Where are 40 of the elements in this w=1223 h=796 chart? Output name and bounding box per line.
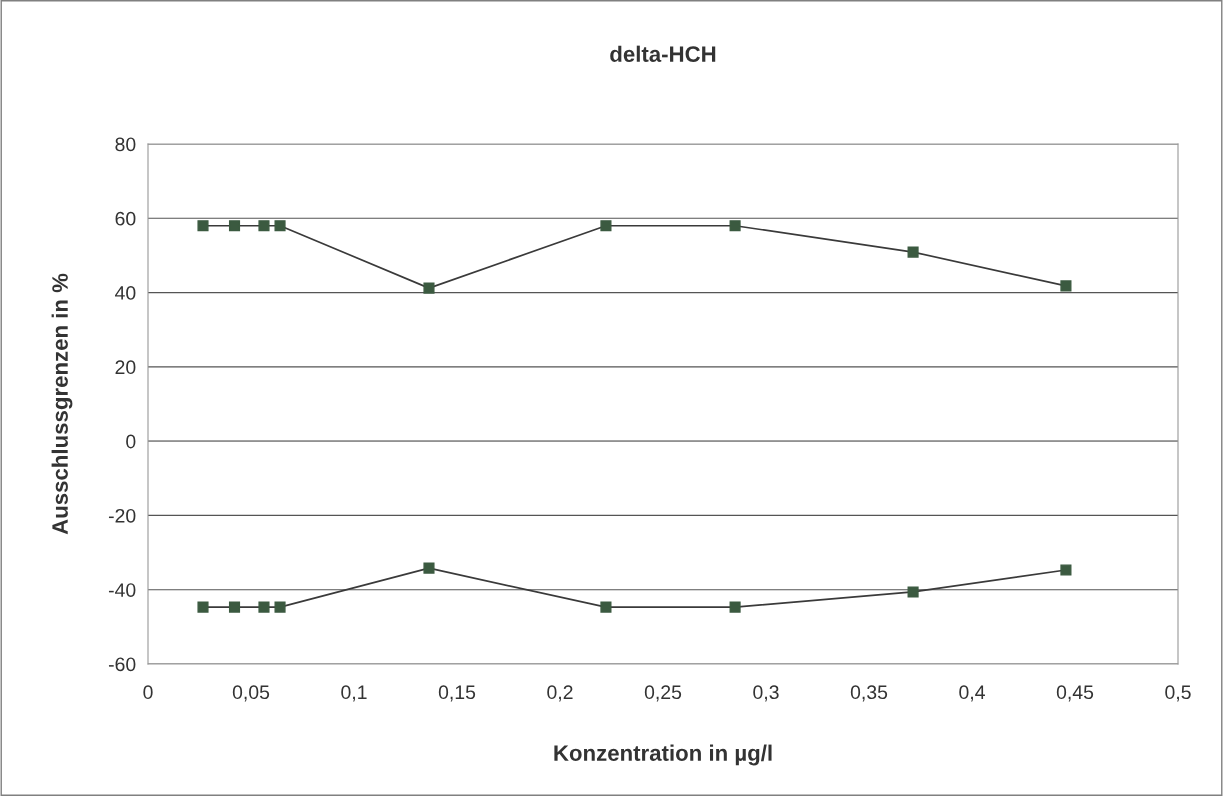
point [600, 601, 612, 613]
point [197, 601, 209, 613]
y-tick-label: -60 [108, 657, 136, 672]
y-tick-label: -20 [108, 508, 136, 523]
point [729, 601, 741, 613]
x-tick-label: 0 [143, 685, 153, 700]
point [600, 220, 612, 232]
point [258, 220, 270, 232]
y-tick-label: 80 [115, 137, 136, 152]
y-tick-label: 40 [115, 286, 136, 300]
point [907, 586, 919, 598]
point [258, 601, 270, 613]
point [274, 601, 286, 613]
x-tick-label: 0,05 [232, 685, 270, 702]
x-tick-label: 0,4 [959, 685, 985, 702]
y-tick-label: -40 [108, 583, 136, 597]
x-tick-label: 0,2 [547, 685, 573, 702]
x-tick-label: 0,15 [438, 685, 476, 702]
point [228, 601, 241, 613]
point [1060, 280, 1072, 292]
y-tick-label: 20 [115, 360, 136, 375]
point [1060, 564, 1072, 576]
chart-title: delta-HCH [610, 45, 716, 62]
point [729, 220, 741, 232]
x-axis-title: Konzentration in µg/l [554, 744, 772, 766]
point [423, 282, 435, 294]
x-tick-label: 0,3 [753, 685, 779, 702]
x-tick-label: 0,5 [1165, 685, 1191, 702]
point [907, 246, 919, 258]
y-axis-title: Ausschlussgrenzen in % [51, 273, 73, 535]
x-tick-label: 0,1 [341, 685, 367, 702]
point [274, 220, 286, 232]
x-tick-label: 0,35 [850, 685, 888, 702]
point [423, 562, 435, 574]
x-tick-label: 0,25 [644, 685, 682, 702]
y-tick-label: 60 [115, 211, 136, 226]
point [228, 220, 241, 232]
y-tick-label: 0 [126, 434, 136, 449]
x-tick-label: 0,45 [1056, 685, 1094, 702]
point [197, 220, 209, 232]
